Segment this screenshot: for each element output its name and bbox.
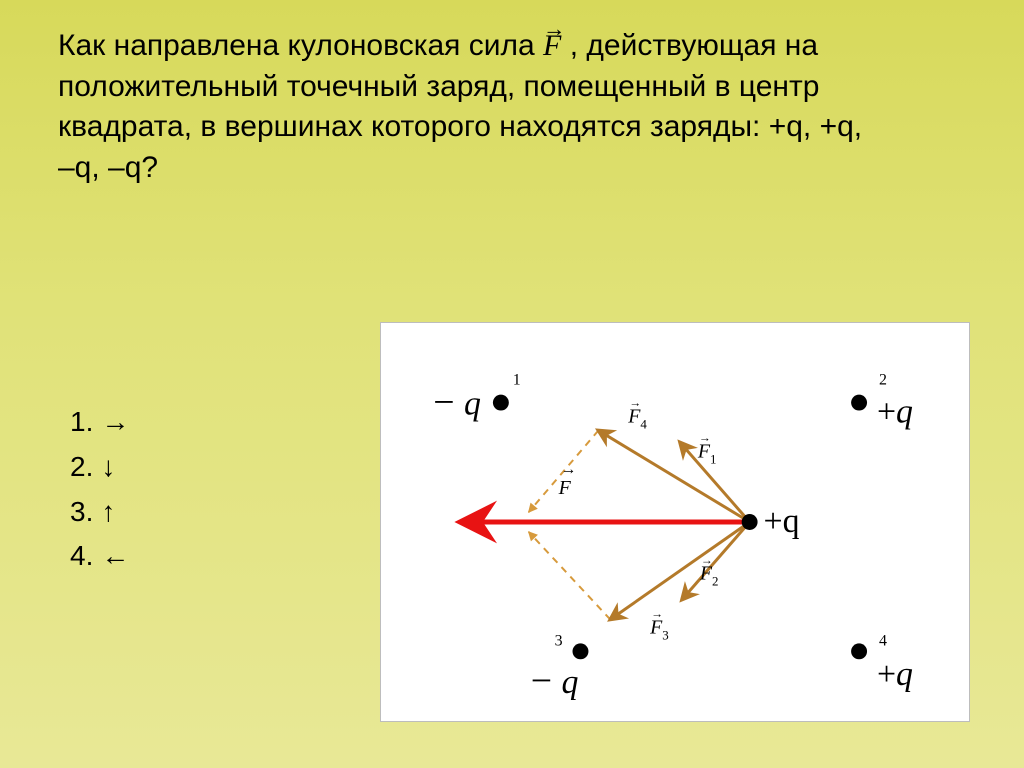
answer-num: 1.: [70, 400, 93, 445]
svg-text:→: →: [651, 607, 663, 621]
answer-option-4: 4. ←: [70, 534, 129, 579]
vector-arrow-icon: →: [543, 14, 561, 44]
arrow-up-icon: ↑: [101, 490, 115, 535]
svg-text:+q: +q: [877, 656, 913, 693]
force-symbol-F: → F: [543, 26, 561, 67]
svg-text:− q: − q: [531, 660, 579, 702]
svg-text:3: 3: [555, 632, 563, 649]
svg-text:F: F: [558, 477, 572, 499]
svg-text:→: →: [629, 396, 641, 410]
svg-text:4: 4: [879, 632, 887, 649]
svg-text:2: 2: [879, 372, 887, 389]
answer-num: 2.: [70, 445, 93, 490]
answer-option-1: 1. →: [70, 400, 129, 445]
force-diagram: F1→F4→F2→F3→F→+q1− q2+q3− q4+q: [380, 322, 970, 722]
diagram-svg: F1→F4→F2→F3→F→+q1− q2+q3− q4+q: [381, 323, 969, 721]
arrow-down-icon: ↓: [101, 445, 115, 490]
arrow-right-icon: →: [101, 400, 129, 445]
answer-options: 1. → 2. ↓ 3. ↑ 4. ←: [70, 400, 129, 579]
question-text: Как направлена кулоновская сила → F , де…: [58, 26, 878, 188]
svg-text:→: →: [699, 430, 711, 444]
arrow-left-icon: ←: [101, 534, 129, 579]
svg-text:+q: +q: [764, 503, 800, 540]
svg-text:1: 1: [513, 372, 521, 389]
answer-num: 3.: [70, 490, 93, 535]
answer-option-3: 3. ↑: [70, 490, 129, 535]
question-part1: Как направлена кулоновская сила: [58, 29, 543, 62]
svg-text:+q: +q: [877, 394, 913, 431]
svg-text:→: →: [561, 461, 577, 478]
answer-num: 4.: [70, 534, 93, 579]
svg-text:− q: − q: [433, 382, 481, 424]
answer-option-2: 2. ↓: [70, 445, 129, 490]
